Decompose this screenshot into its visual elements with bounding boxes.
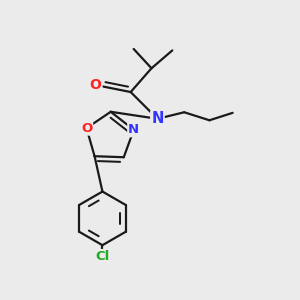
Text: Cl: Cl [95, 250, 110, 263]
Text: N: N [151, 111, 164, 126]
Text: O: O [81, 122, 92, 135]
Text: N: N [128, 123, 139, 136]
Text: O: O [90, 78, 101, 92]
